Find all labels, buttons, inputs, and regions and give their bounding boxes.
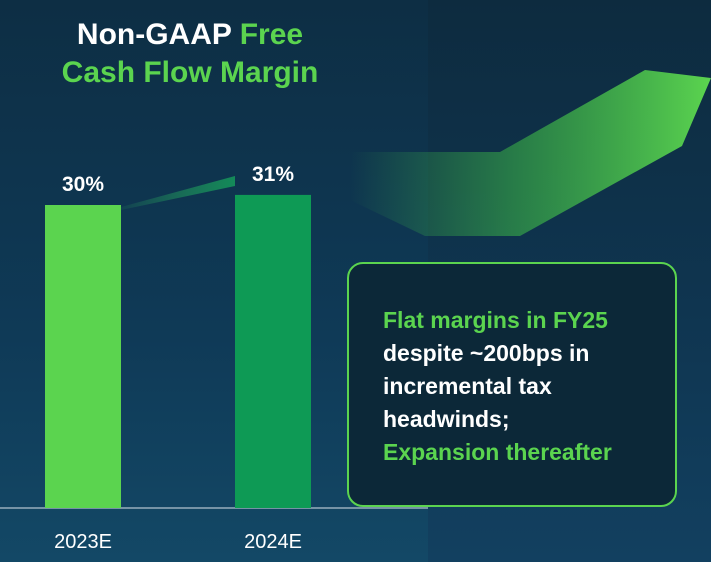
title-part2: Free <box>239 18 304 51</box>
callout-box: Flat margins in FY25 despite ~200bps in … <box>347 262 677 507</box>
title-part1: Non-GAAP <box>76 18 232 51</box>
chart-title: Non-GAAP Free Cash Flow Margin <box>40 16 340 92</box>
growth-arrow-shape <box>350 70 711 236</box>
bar-2024E <box>235 194 311 508</box>
callout-line2: despite ~200bps in <box>383 340 590 366</box>
value-label-2023E: 30% <box>62 173 104 196</box>
bars-layer: 30% 2023E 31% 2024E <box>45 163 311 553</box>
callout-line5: Expansion thereafter <box>383 439 612 465</box>
callout-line4: headwinds; <box>383 406 510 432</box>
category-label-2024E: 2024E <box>244 531 302 553</box>
callout-line3: incremental tax <box>383 373 552 399</box>
bar-connector-shape <box>121 176 235 210</box>
title-line2: Cash Flow Margin <box>61 56 319 89</box>
category-label-2023E: 2023E <box>54 531 112 553</box>
value-label-2024E: 31% <box>252 163 294 186</box>
bar-2023E <box>45 205 121 508</box>
callout-line1: Flat margins in FY25 <box>383 307 608 333</box>
